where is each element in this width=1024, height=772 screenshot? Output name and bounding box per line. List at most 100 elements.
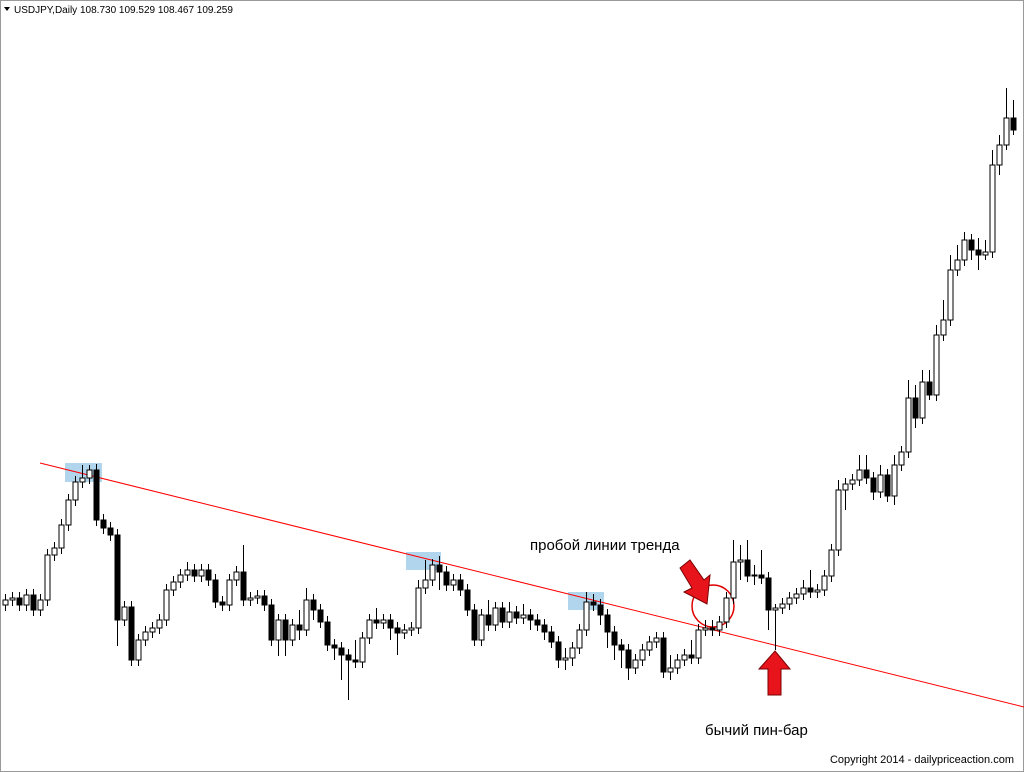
candle-body xyxy=(821,575,828,591)
candle-body xyxy=(373,619,380,624)
candle-body xyxy=(51,547,58,556)
candle-body xyxy=(968,239,975,251)
candle-body xyxy=(653,637,660,643)
candle-body xyxy=(870,477,877,493)
candle-body xyxy=(800,587,807,595)
candle-body xyxy=(79,477,86,483)
candle-body xyxy=(191,569,198,577)
candles xyxy=(2,88,1017,700)
candle-body xyxy=(877,474,884,493)
arrow-down xyxy=(679,559,711,605)
candle-body xyxy=(177,574,184,583)
candle-body xyxy=(604,614,611,633)
candle-body xyxy=(513,611,520,619)
candle-body xyxy=(646,641,653,651)
candle-body xyxy=(905,397,912,453)
menu-triangle xyxy=(4,7,10,11)
candle-body xyxy=(982,251,989,256)
candle-body xyxy=(849,479,856,485)
candle-body xyxy=(520,614,527,619)
candle-body xyxy=(548,631,555,643)
candle-body xyxy=(583,601,590,631)
candle-body xyxy=(926,381,933,396)
candle-body xyxy=(737,559,744,563)
candle-body xyxy=(352,659,359,663)
candle-body xyxy=(317,609,324,623)
candle-body xyxy=(44,554,51,601)
candle-body xyxy=(695,629,702,659)
candle-body xyxy=(786,597,793,605)
arrow-up xyxy=(757,650,792,696)
candle-body xyxy=(233,571,240,581)
candle-body xyxy=(219,601,226,606)
candle-body xyxy=(338,647,345,656)
candle-body xyxy=(422,579,429,589)
candle-body xyxy=(688,654,695,659)
candle-body xyxy=(569,647,576,659)
candle-body xyxy=(471,609,478,641)
candle-body xyxy=(65,499,72,526)
candle-body xyxy=(275,619,282,641)
candle-body xyxy=(597,604,604,616)
candle-body xyxy=(765,577,772,611)
candle-body xyxy=(478,614,485,641)
candle-body xyxy=(324,621,331,646)
candle-body xyxy=(842,483,849,491)
candle-body xyxy=(618,644,625,651)
candle-body xyxy=(443,571,450,586)
candle-body xyxy=(345,654,352,661)
candle-body xyxy=(331,644,338,649)
candle-body xyxy=(37,599,44,611)
candle-body xyxy=(947,269,954,321)
candle-body xyxy=(100,519,107,529)
overlay xyxy=(39,462,1024,708)
candle-body xyxy=(23,594,30,606)
candle-body xyxy=(632,659,639,669)
candle-body xyxy=(394,627,401,634)
candle-body xyxy=(212,579,219,603)
candle-body xyxy=(779,603,786,609)
candle-body xyxy=(716,621,723,631)
candle-body xyxy=(744,559,751,577)
candle-body xyxy=(814,589,821,593)
candle-body xyxy=(590,601,597,606)
candle-body xyxy=(499,607,506,623)
candle-body xyxy=(898,451,905,466)
candle-body xyxy=(912,397,919,419)
annotation: бычий пин-бар xyxy=(705,722,808,739)
candle-body xyxy=(863,469,870,479)
candle-body xyxy=(401,629,408,634)
candle-body xyxy=(702,627,709,631)
candle-body xyxy=(247,597,254,601)
candle-body xyxy=(450,579,457,586)
candle-body xyxy=(660,637,667,673)
candle-body xyxy=(184,569,191,576)
candle-body xyxy=(310,599,317,611)
candle-body xyxy=(58,524,65,549)
candle-body xyxy=(639,649,646,661)
candle-body xyxy=(989,164,996,253)
candle-body xyxy=(751,574,758,577)
candle-body xyxy=(996,144,1003,166)
candle-body xyxy=(541,624,548,633)
candle-body xyxy=(30,594,37,611)
candle-body xyxy=(429,564,436,581)
candle-body xyxy=(485,614,492,626)
candle-body xyxy=(681,654,688,661)
candle-body xyxy=(835,489,842,551)
candle-body xyxy=(205,569,212,581)
candle-body xyxy=(142,631,149,641)
candle-body xyxy=(891,464,898,497)
candle-body xyxy=(268,604,275,641)
candle-body xyxy=(828,549,835,577)
candle-body xyxy=(674,659,681,669)
candle-body xyxy=(289,624,296,641)
candle-body xyxy=(107,527,114,536)
candle-body xyxy=(506,611,513,623)
trend-line xyxy=(39,462,1024,708)
candle-body xyxy=(170,581,177,591)
candle-body xyxy=(156,619,163,629)
candle-body xyxy=(919,381,926,419)
